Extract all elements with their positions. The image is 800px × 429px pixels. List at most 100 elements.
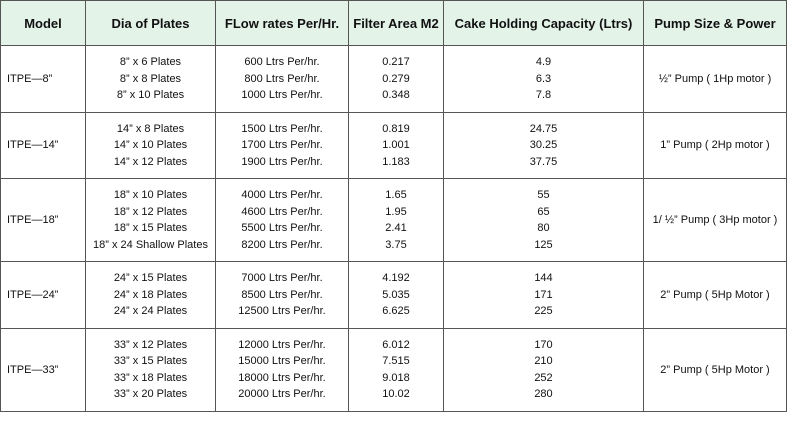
flow-line: 1000 Ltrs Per/hr.: [241, 89, 323, 101]
capacity-line: 210: [534, 355, 553, 367]
capacity-cell: 144 171 225: [443, 261, 644, 329]
pump-cell: 1” Pump ( 2Hp motor ): [643, 111, 787, 179]
area-line: 10.02: [382, 388, 410, 400]
header-cell: Pump Size & Power: [643, 0, 787, 46]
area-cell: 0.819 1.001 1.183: [348, 111, 444, 179]
area-cell: 6.012 7.515 9.018 10.02: [348, 327, 444, 412]
table-body: ITPE—8” 8” x 6 Plates 8” x 8 Plates 8” x 10…: [0, 45, 787, 412]
area-line: 4.192: [382, 272, 410, 284]
capacity-line: 6.3: [535, 72, 552, 85]
area-line: 0.348: [382, 89, 410, 101]
area-line: 1.183: [382, 155, 410, 168]
area-line: 9.018: [382, 371, 410, 384]
capacity-cell: 170 210 252 280: [443, 327, 644, 412]
capacity-line: 171: [534, 288, 553, 301]
header-cell: FLow rates Per/Hr.: [215, 0, 349, 46]
pump-cell: 2” Pump ( 5Hp Motor ): [643, 261, 787, 329]
capacity-line: 280: [534, 388, 553, 400]
area-line: 1.95: [385, 205, 407, 218]
plates-line: 8” x 10 Plates: [116, 89, 185, 101]
flow-line: 4000 Ltrs Per/hr.: [241, 189, 323, 201]
plates-line: 18” x 12 Plates: [113, 205, 188, 218]
capacity-line: 55: [537, 189, 550, 201]
pump-cell: 2” Pump ( 5Hp Motor ): [643, 327, 787, 412]
group-row: ITPE—8” 8” x 6 Plates 8” x 8 Plates 8” x 10…: [0, 45, 787, 113]
header-row: Model Dia of Plates FLow rates Per/Hr. Filt…: [0, 0, 787, 46]
header-cell: Model: [0, 0, 86, 46]
model-cell: ITPE—8”: [0, 45, 86, 113]
plates-line: 33” x 20 Plates: [113, 388, 188, 400]
model-cell: ITPE—18”: [0, 178, 86, 262]
plates-line: 14” x 8 Plates: [116, 122, 185, 135]
flow-line: 1500 Ltrs Per/hr.: [241, 122, 323, 135]
capacity-line: 7.8: [535, 89, 552, 101]
model-cell: ITPE—33”: [0, 327, 86, 412]
flow-line: 12000 Ltrs Per/hr.: [238, 338, 326, 351]
area-line: 1.65: [385, 189, 407, 201]
flow-line: 7000 Ltrs Per/hr.: [241, 272, 323, 284]
pump-cell: ½” Pump ( 1Hp motor ): [643, 45, 787, 113]
flow-line: 5500 Ltrs Per/hr.: [241, 222, 323, 234]
flow-line: 18000 Ltrs Per/hr.: [238, 371, 326, 384]
plates-cell: 18” x 10 Plates 18” x 12 Plates 18” x 15 P…: [85, 178, 216, 262]
plates-line: 24” x 24 Plates: [113, 305, 188, 317]
capacity-line: 225: [534, 305, 553, 317]
area-line: 3.75: [385, 238, 407, 251]
flow-line: 600 Ltrs Per/hr.: [244, 56, 320, 68]
capacity-cell: 4.9 6.3 7.8: [443, 45, 644, 113]
area-line: 5.035: [382, 288, 410, 301]
flow-line: 8500 Ltrs Per/hr.: [241, 288, 323, 301]
capacity-line: 125: [534, 238, 553, 251]
plates-cell: 33” x 12 Plates 33” x 15 Plates 33” x 18 P…: [85, 327, 216, 412]
plates-line: 33” x 18 Plates: [113, 371, 188, 384]
area-line: 0.279: [382, 72, 410, 85]
flow-line: 20000 Ltrs Per/hr.: [238, 388, 326, 400]
area-cell: 0.217 0.279 0.348: [348, 45, 444, 113]
group-row: ITPE—18” 18” x 10 Plates 18” x 12 Plates 18…: [0, 178, 787, 262]
model-cell: ITPE—14”: [0, 111, 86, 179]
spec-table: Model Dia of Plates FLow rates Per/Hr. Filt…: [0, 0, 787, 412]
pump-cell: 1/ ½” Pump ( 3Hp motor ): [643, 178, 787, 262]
plates-line: 14” x 10 Plates: [113, 139, 188, 151]
group-row: ITPE—24” 24” x 15 Plates 24” x 18 Plates 24…: [0, 261, 787, 329]
area-line: 2.41: [385, 222, 407, 234]
flow-line: 12500 Ltrs Per/hr.: [238, 305, 326, 317]
model-cell: ITPE—24”: [0, 261, 86, 329]
area-line: 6.012: [382, 338, 410, 351]
header-cell: Filter Area M2: [348, 0, 444, 46]
plates-line: 33” x 15 Plates: [113, 355, 188, 367]
capacity-line: 30.25: [529, 139, 558, 151]
capacity-line: 170: [534, 338, 553, 351]
plates-line: 33” x 12 Plates: [113, 338, 188, 351]
area-cell: 1.65 1.95 2.41 3.75: [348, 178, 444, 262]
flow-cell: 12000 Ltrs Per/hr. 15000 Ltrs Per/hr. 1800…: [215, 327, 349, 412]
plates-cell: 24” x 15 Plates 24” x 18 Plates 24” x 24 P…: [85, 261, 216, 329]
flow-line: 1900 Ltrs Per/hr.: [241, 155, 323, 168]
plates-line: 24” x 15 Plates: [113, 272, 188, 284]
capacity-line: 252: [534, 371, 553, 384]
area-line: 7.515: [382, 355, 410, 367]
plates-line: 8” x 6 Plates: [119, 56, 182, 68]
header-cell: Cake Holding Capacity (Ltrs): [443, 0, 644, 46]
plates-cell: 8” x 6 Plates 8” x 8 Plates 8” x 10 Plates: [85, 45, 216, 113]
capacity-line: 37.75: [529, 155, 558, 168]
capacity-line: 80: [537, 222, 550, 234]
capacity-line: 4.9: [535, 56, 552, 68]
flow-cell: 1500 Ltrs Per/hr. 1700 Ltrs Per/hr. 1900 L…: [215, 111, 349, 179]
capacity-cell: 24.75 30.25 37.75: [443, 111, 644, 179]
group-row: ITPE—33” 33” x 12 Plates 33” x 15 Plates 33…: [0, 327, 787, 412]
plates-line: 14” x 12 Plates: [113, 155, 188, 168]
flow-line: 1700 Ltrs Per/hr.: [241, 139, 323, 151]
area-line: 0.217: [382, 56, 410, 68]
flow-cell: 4000 Ltrs Per/hr. 4600 Ltrs Per/hr. 5500 L…: [215, 178, 349, 262]
area-line: 1.001: [382, 139, 410, 151]
capacity-cell: 55 65 80 125: [443, 178, 644, 262]
header-cell: Dia of Plates: [85, 0, 216, 46]
capacity-line: 144: [534, 272, 553, 284]
plates-line: 18” x 10 Plates: [113, 189, 188, 201]
flow-cell: 600 Ltrs Per/hr. 800 Ltrs Per/hr. 1000 Ltr…: [215, 45, 349, 113]
flow-line: 15000 Ltrs Per/hr.: [238, 355, 326, 367]
flow-line: 8200 Ltrs Per/hr.: [241, 238, 323, 251]
area-cell: 4.192 5.035 6.625: [348, 261, 444, 329]
